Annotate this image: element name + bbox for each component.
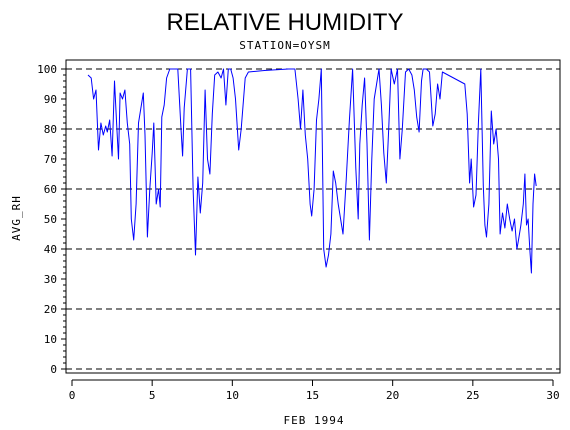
chart-title: RELATIVE HUMIDITY	[167, 9, 404, 36]
y-tick-label: 20	[44, 303, 57, 316]
series-layer	[87, 68, 537, 274]
y-tick-label: 80	[44, 123, 57, 136]
series-line-0	[87, 68, 537, 274]
y-tick-label: 50	[44, 213, 57, 226]
x-tick-label: 10	[226, 389, 239, 402]
x-tick-label: 30	[546, 389, 559, 402]
x-tick-label: 0	[69, 389, 76, 402]
y-axis: 0 10 20 30 40 50 60 70 80 90 100	[37, 63, 66, 376]
y-tick-label: 60	[44, 183, 57, 196]
y-tick-label: 100	[37, 63, 57, 76]
y-tick-label: 40	[44, 243, 57, 256]
x-tick-label: 20	[386, 389, 399, 402]
x-tick-label: 25	[466, 389, 479, 402]
plot-frame	[65, 59, 561, 374]
y-tick-label: 70	[44, 153, 57, 166]
y-tick-label: 30	[44, 273, 57, 286]
y-tick-label: 10	[44, 333, 57, 346]
x-tick-label: 5	[149, 389, 156, 402]
chart-subtitle: STATION=OYSM	[239, 39, 330, 52]
y-tick-label: 90	[44, 93, 57, 106]
x-axis: 0 5 10 15 20 25 30	[69, 379, 560, 402]
gridlines	[66, 68, 560, 370]
x-axis-label: FEB 1994	[284, 414, 345, 427]
x-tick-label: 15	[306, 389, 319, 402]
y-axis-label: AVG_RH	[10, 195, 23, 241]
y-tick-label: 0	[50, 363, 57, 376]
